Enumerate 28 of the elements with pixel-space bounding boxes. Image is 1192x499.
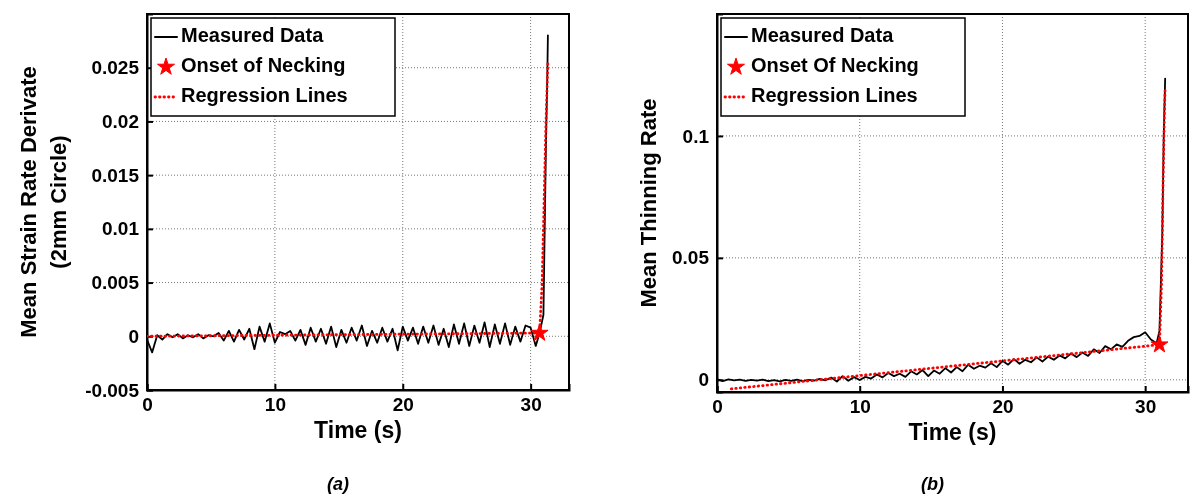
- x-tick-label: 10: [849, 396, 871, 418]
- x-axis-title: Time (s): [314, 417, 402, 443]
- legend-label: Measured Data: [181, 24, 325, 47]
- legend-label: Regression Lines: [751, 84, 918, 107]
- y-tick-label: 0.1: [682, 125, 710, 147]
- y-tick-label: 0: [128, 325, 139, 347]
- y-tick-label: -0.005: [85, 379, 140, 401]
- legend-label: Onset Of Necking: [751, 54, 919, 77]
- y-tick-label: 0.02: [102, 111, 139, 133]
- x-tick-label: 30: [520, 394, 542, 416]
- y-tick-label: 0.025: [91, 57, 140, 79]
- y-axis-title: Mean Thinning Rate: [635, 98, 661, 308]
- y-tick-label: 0.015: [91, 164, 140, 186]
- y-tick-label: 0.05: [672, 247, 710, 269]
- x-axis-title: Time (s): [908, 419, 997, 445]
- y-tick-label: 0.01: [102, 218, 140, 240]
- x-tick-label: 30: [1135, 396, 1157, 418]
- text: (a): [327, 474, 349, 494]
- x-tick-label: 20: [992, 396, 1014, 418]
- legend-label: Onset of Necking: [181, 54, 346, 77]
- x-tick-label: 10: [264, 394, 286, 416]
- legend-label: Regression Lines: [181, 84, 348, 107]
- legend-label: Measured Data: [751, 24, 895, 47]
- y-tick-label: 0.005: [91, 272, 140, 294]
- y-axis-title: Mean Strain Rate Derivate (2mm Circle): [15, 66, 71, 338]
- x-tick-label: 20: [392, 394, 414, 416]
- y-tick-label: 0: [698, 369, 709, 391]
- text: (b): [921, 474, 944, 494]
